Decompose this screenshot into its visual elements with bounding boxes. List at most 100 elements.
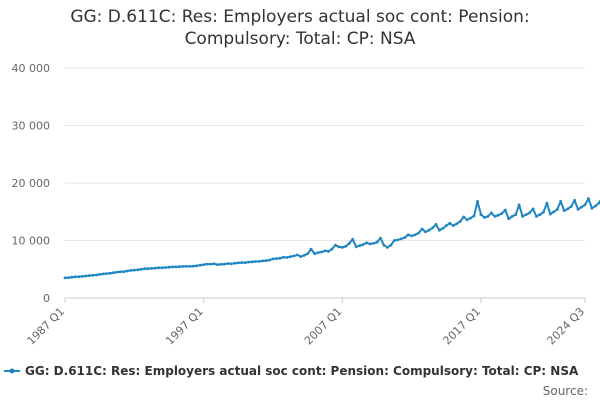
data-point	[510, 215, 514, 218]
data-point	[476, 200, 479, 203]
y-tick-label: 40 000	[12, 62, 51, 75]
data-point	[410, 234, 414, 238]
data-point	[153, 266, 157, 270]
data-point	[431, 226, 434, 230]
data-point	[451, 224, 455, 228]
x-tick-label: 2007 Q1	[302, 305, 345, 348]
data-point	[188, 265, 192, 268]
data-point	[257, 260, 261, 263]
data-point	[181, 265, 185, 268]
data-point	[143, 267, 147, 271]
data-point	[406, 233, 410, 237]
data-point	[583, 203, 587, 207]
data-point	[108, 271, 112, 275]
data-point	[351, 237, 355, 241]
data-point	[403, 236, 407, 240]
data-point	[302, 254, 306, 257]
data-point	[67, 276, 70, 279]
data-point	[379, 236, 382, 240]
data-point	[347, 242, 351, 245]
data-point	[313, 252, 316, 256]
data-point	[420, 227, 424, 231]
legend-marker	[9, 368, 15, 374]
data-point	[129, 269, 133, 272]
data-point	[91, 273, 95, 277]
data-point	[500, 212, 504, 215]
data-point	[202, 263, 206, 266]
data-point	[386, 246, 389, 249]
data-point	[434, 223, 438, 226]
data-point	[77, 275, 81, 279]
data-point	[361, 243, 365, 246]
data-point	[136, 268, 140, 272]
data-point	[98, 273, 102, 276]
data-point	[240, 261, 244, 264]
data-point	[441, 227, 445, 230]
data-point	[438, 228, 441, 232]
data-point	[74, 275, 77, 279]
data-point	[230, 262, 233, 266]
data-point	[462, 215, 466, 219]
data-point	[84, 274, 88, 278]
data-point	[507, 217, 511, 221]
data-point	[382, 243, 386, 247]
data-point	[542, 210, 545, 214]
chart-title-line-2: Compulsory: Total: CP: NSA	[184, 29, 416, 49]
data-point	[122, 270, 126, 273]
data-point	[191, 264, 195, 268]
data-point	[465, 218, 469, 222]
data-point	[254, 260, 258, 263]
data-point	[271, 257, 275, 261]
data-point	[150, 267, 154, 270]
data-point	[573, 198, 576, 202]
data-point	[597, 201, 600, 205]
data-point	[282, 255, 285, 259]
data-point	[320, 250, 323, 254]
data-point	[184, 265, 188, 268]
data-point	[483, 216, 486, 219]
legend-label[interactable]: GG: D.611C: Res: Employers actual soc co…	[25, 364, 579, 378]
data-point	[469, 216, 472, 220]
data-point	[146, 267, 150, 271]
x-tick-label: 2024 Q3	[545, 305, 588, 348]
data-point	[195, 264, 199, 268]
data-point	[247, 260, 251, 264]
data-point	[538, 213, 542, 217]
data-point	[174, 265, 178, 269]
data-point	[278, 256, 282, 260]
data-point	[535, 215, 538, 218]
data-point	[157, 266, 161, 270]
data-point	[115, 270, 119, 274]
data-point	[479, 213, 483, 217]
data-point	[334, 243, 337, 247]
data-point	[223, 262, 226, 266]
data-point	[344, 244, 348, 248]
data-point	[101, 272, 105, 276]
data-point	[226, 262, 230, 265]
data-point	[309, 247, 313, 251]
x-tick-label: 1997 Q1	[163, 305, 206, 348]
chart-title-line-1: GG: D.611C: Res: Employers actual soc co…	[70, 7, 530, 27]
data-point	[503, 208, 507, 212]
y-tick-label: 0	[43, 292, 50, 305]
y-axis: 0 10 000 20 000 30 000 40 000	[12, 62, 51, 305]
data-point	[555, 208, 559, 211]
data-point	[531, 207, 535, 211]
data-point	[413, 233, 417, 237]
source-label: Source:	[543, 384, 588, 398]
data-point	[427, 228, 431, 232]
data-point	[299, 255, 303, 258]
data-point	[112, 271, 115, 275]
series-group	[63, 197, 600, 280]
data-point	[587, 197, 590, 200]
data-point	[545, 201, 549, 205]
data-point	[365, 241, 368, 245]
data-point	[119, 270, 122, 274]
data-point	[292, 254, 296, 258]
data-point	[160, 266, 164, 270]
x-tick-label: 2017 Q1	[441, 305, 484, 348]
data-point	[164, 266, 167, 269]
data-point	[264, 259, 268, 262]
data-point	[580, 205, 583, 209]
data-point	[139, 267, 143, 271]
